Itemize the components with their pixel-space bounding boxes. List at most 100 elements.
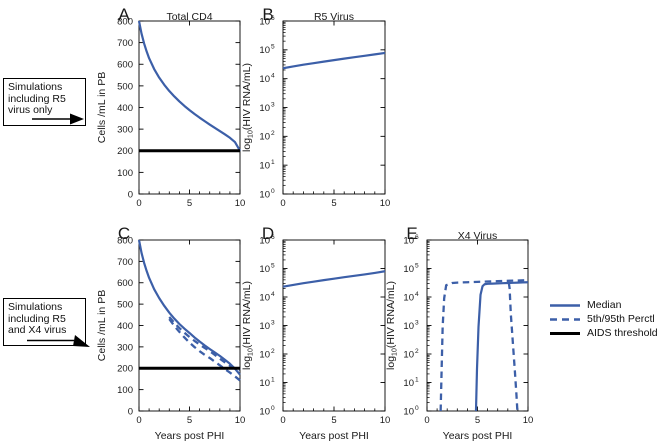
callout-line: including R5 (8, 92, 66, 105)
log-exponent: 5 (415, 262, 419, 269)
log-base: 10 (403, 406, 414, 417)
y-tick-label: 10 3 (259, 319, 275, 332)
log-base: 10 (259, 103, 270, 114)
callout-line: Simulations (8, 81, 63, 93)
log-exponent: 5 (271, 262, 275, 269)
log-base: 10 (403, 292, 414, 303)
x-tick-label: 5 (331, 415, 336, 426)
x-tick-label: 5 (187, 415, 192, 426)
right-arrow-icon (32, 113, 84, 125)
log-exponent: 5 (271, 44, 275, 51)
y-axis-label-text: Cells /mL in PB (96, 72, 108, 143)
y-tick-label: 10 6 (403, 234, 419, 247)
legend-key-solid (550, 304, 580, 307)
x-tick-label: 10 (380, 415, 391, 426)
x-tick-label: 0 (136, 198, 141, 209)
log-base: 10 (259, 349, 270, 360)
legend-key-dashed (550, 318, 580, 321)
series-5th-perctl (168, 318, 241, 382)
y-axis-label-text: log10(HIV RNA/mL) (241, 281, 255, 370)
log-base: 10 (403, 321, 414, 332)
y-tick-label: 10 6 (259, 15, 275, 28)
panel-letter-d: D (262, 224, 274, 243)
x-tick-label: 0 (424, 415, 429, 426)
y-tick-label: 200 (117, 364, 133, 375)
y-tick-label: 300 (117, 125, 133, 136)
panel-letter-e: E (406, 224, 417, 243)
figure-legend: Median 5th/95th Perctl AIDS threshold (549, 299, 658, 341)
log-exponent: 6 (415, 234, 419, 241)
log-exponent: 3 (271, 319, 275, 326)
log-base: 10 (259, 189, 270, 200)
log-base: 10 (259, 321, 270, 332)
y-tick-label: 10 2 (259, 130, 275, 143)
log-base: 10 (403, 264, 414, 275)
y-axis-label: log10(HIV RNA/mL) (241, 63, 255, 152)
callout-line: and X4 virus (8, 324, 67, 337)
log-exponent: 2 (271, 130, 275, 137)
y-axis-label-text: log10(HIV RNA/mL) (241, 63, 255, 152)
y-tick-label: 10 5 (259, 44, 275, 57)
log-base: 10 (259, 292, 270, 303)
x-tick-label: 5 (331, 198, 336, 209)
series-95th-perctl (439, 279, 529, 412)
log-base: 10 (259, 378, 270, 389)
y-tick-label: 10 1 (259, 159, 275, 172)
y-tick-label: 400 (117, 103, 133, 114)
legend-label: Median (587, 299, 622, 311)
panel-letter-b: B (262, 5, 273, 24)
y-tick-label: 10 2 (259, 348, 275, 361)
log-base: 10 (259, 132, 270, 143)
plot-frame-d (282, 239, 386, 412)
log-exponent: 1 (271, 376, 275, 383)
y-tick-label: 10 1 (259, 376, 275, 389)
log-base: 10 (259, 161, 270, 172)
y-tick-label: 10 5 (259, 262, 275, 275)
x-tick-label: 0 (280, 198, 285, 209)
y-tick-label: 500 (117, 81, 133, 92)
log-exponent: 0 (271, 188, 275, 195)
y-axis-label-text: Cells /mL in PB (96, 290, 108, 361)
legend-key-solid (550, 332, 580, 335)
legend-item-median: Median (549, 299, 658, 312)
panel-letter-a: A (118, 5, 130, 24)
x-tick-label: 5 (475, 415, 480, 426)
plot-frame-b (282, 20, 386, 195)
y-tick-label: 800 (117, 16, 133, 27)
y-tick-label: 10 5 (403, 262, 419, 275)
log-base: 10 (259, 406, 270, 417)
x-tick-label: 10 (523, 415, 534, 426)
panel-title: R5 Virus (314, 11, 354, 23)
y-tick-label: 600 (117, 60, 133, 71)
log-base: 10 (403, 235, 414, 246)
log-exponent: 0 (415, 405, 419, 412)
y-tick-label: 10 2 (403, 348, 419, 361)
y-tick-label: 10 6 (259, 234, 275, 247)
log-base: 10 (259, 74, 270, 85)
series-median (137, 20, 241, 152)
y-tick-label: 10 1 (403, 376, 419, 389)
callout-line: Simulations (8, 301, 63, 313)
series-median (137, 239, 241, 376)
log-exponent: 6 (271, 234, 275, 241)
y-tick-label: 600 (117, 278, 133, 289)
y-tick-label: 10 4 (403, 291, 419, 304)
y-axis-label: log10(HIV RNA/mL) (385, 281, 399, 370)
y-tick-label: 100 (117, 168, 133, 179)
y-tick-label: 0 (128, 406, 133, 417)
y-tick-label: 800 (117, 235, 133, 246)
callout-line: including R5 (8, 312, 66, 325)
log-base: 10 (259, 16, 270, 27)
legend-label: AIDS threshold (587, 327, 658, 339)
log-exponent: 0 (271, 405, 275, 412)
panel-title: Total CD4 (166, 11, 212, 23)
callout-r5-and-x4: Simulations including R5 and X4 virus (3, 298, 90, 347)
log-exponent: 2 (271, 348, 275, 355)
y-tick-label: 200 (117, 146, 133, 157)
